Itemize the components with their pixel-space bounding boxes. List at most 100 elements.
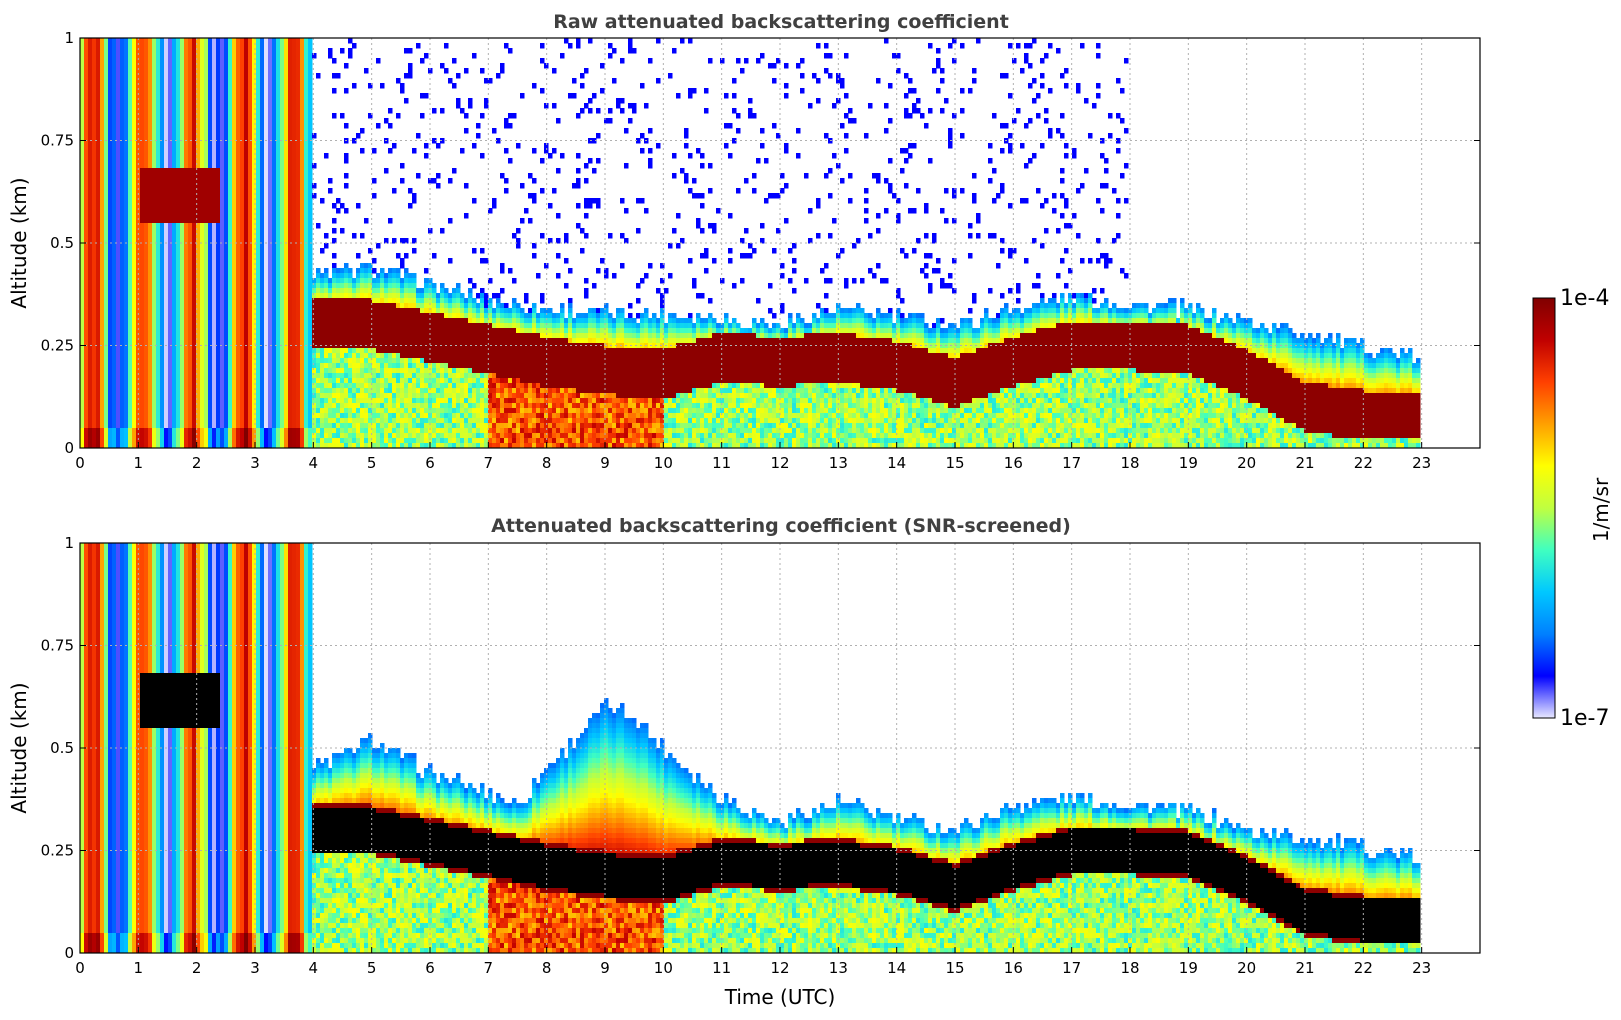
heatmap-cell — [212, 53, 217, 59]
heatmap-cell — [268, 433, 273, 439]
heatmap-cell — [228, 313, 233, 319]
heatmap-cell — [212, 148, 217, 154]
heatmap-cell — [148, 423, 153, 429]
heatmap-cell — [144, 348, 149, 354]
heatmap-cell — [116, 418, 121, 424]
heatmap-cell — [240, 298, 245, 304]
heatmap-cell — [252, 423, 257, 429]
heatmap-cell — [252, 43, 257, 49]
heatmap-cell — [276, 78, 281, 84]
heatmap-cell — [168, 223, 173, 229]
heatmap-cell — [244, 408, 249, 414]
heatmap-cell — [264, 203, 269, 209]
heatmap-cell — [80, 178, 85, 184]
heatmap-cell — [284, 383, 289, 389]
heatmap-cell — [260, 188, 265, 194]
heatmap-cell — [200, 333, 205, 339]
heatmap-cell — [100, 413, 105, 419]
heatmap-cell — [248, 323, 253, 329]
heatmap-cell — [112, 243, 117, 249]
heatmap-cell — [256, 153, 261, 159]
heatmap-cell — [260, 38, 265, 44]
heatmap-cell — [300, 248, 305, 254]
heatmap-cell — [276, 103, 281, 109]
heatmap-cell — [140, 163, 145, 169]
heatmap-cell — [244, 108, 249, 114]
heatmap-cell — [240, 198, 245, 204]
heatmap-cell — [144, 243, 149, 249]
heatmap-cell — [268, 48, 273, 54]
heatmap-cell — [128, 398, 133, 404]
heatmap-cell — [304, 248, 309, 254]
heatmap-cell — [124, 63, 129, 69]
heatmap-cell — [232, 223, 237, 229]
heatmap-cell — [88, 428, 93, 434]
heatmap-cell — [308, 373, 313, 379]
heatmap-cell — [188, 363, 193, 369]
heatmap-cell — [88, 153, 93, 159]
heatmap-cell — [232, 243, 237, 249]
heatmap-cell — [308, 98, 313, 104]
heatmap-cell — [216, 328, 221, 334]
heatmap-cell — [184, 293, 189, 299]
heatmap-cell — [192, 118, 197, 124]
heatmap-cell — [116, 323, 121, 329]
heatmap-cell — [80, 213, 85, 219]
heatmap-cell — [308, 43, 313, 49]
heatmap-cell — [240, 418, 245, 424]
heatmap-cell — [140, 338, 145, 344]
heatmap-cell — [252, 378, 257, 384]
heatmap-cell — [244, 98, 249, 104]
heatmap-cell — [160, 323, 165, 329]
heatmap-cell — [160, 413, 165, 419]
heatmap-cell — [80, 153, 85, 159]
heatmap-cell — [252, 323, 257, 329]
heatmap-cell — [104, 408, 109, 414]
heatmap-cell — [164, 288, 169, 294]
heatmap-cell — [120, 383, 125, 389]
heatmap-cell — [104, 303, 109, 309]
heatmap-cell — [300, 438, 305, 444]
heatmap-cell — [264, 388, 269, 394]
heatmap-cell — [272, 323, 277, 329]
heatmap-cell — [224, 398, 229, 404]
heatmap-cell — [176, 328, 181, 334]
heatmap-cell — [92, 73, 97, 79]
heatmap-cell — [132, 308, 137, 314]
heatmap-cell — [232, 298, 237, 304]
heatmap-cell — [152, 268, 157, 274]
heatmap-cell — [292, 428, 297, 434]
heatmap-cell — [224, 48, 229, 54]
heatmap-cell — [112, 38, 117, 44]
heatmap-cell — [324, 418, 329, 424]
heatmap-cell — [144, 203, 149, 209]
heatmap-cell — [216, 428, 221, 434]
heatmap-cell — [120, 58, 125, 64]
heatmap-cell — [252, 438, 257, 444]
heatmap-cell — [276, 403, 281, 409]
heatmap-cell — [244, 63, 249, 69]
heatmap-cell — [92, 323, 97, 329]
heatmap-cell — [84, 253, 89, 259]
heatmap-cell — [192, 348, 197, 354]
heatmap-cell — [124, 253, 129, 259]
heatmap-cell — [124, 198, 129, 204]
heatmap-cell — [144, 428, 149, 434]
heatmap-cell — [188, 133, 193, 139]
heatmap-cell — [272, 248, 277, 254]
heatmap-cell — [100, 293, 105, 299]
heatmap-cell — [144, 158, 149, 164]
heatmap-cell — [104, 298, 109, 304]
heatmap-cell — [280, 143, 285, 149]
heatmap-cell — [304, 358, 309, 364]
heatmap-cell — [188, 148, 193, 154]
heatmap-cell — [120, 98, 125, 104]
heatmap-cell — [252, 338, 257, 344]
heatmap-cell — [200, 383, 205, 389]
heatmap-cell — [156, 58, 161, 64]
heatmap-cell — [284, 78, 289, 84]
heatmap-cell — [284, 203, 289, 209]
heatmap-cell — [200, 188, 205, 194]
heatmap-cell — [132, 83, 137, 89]
heatmap-cell — [124, 88, 129, 94]
